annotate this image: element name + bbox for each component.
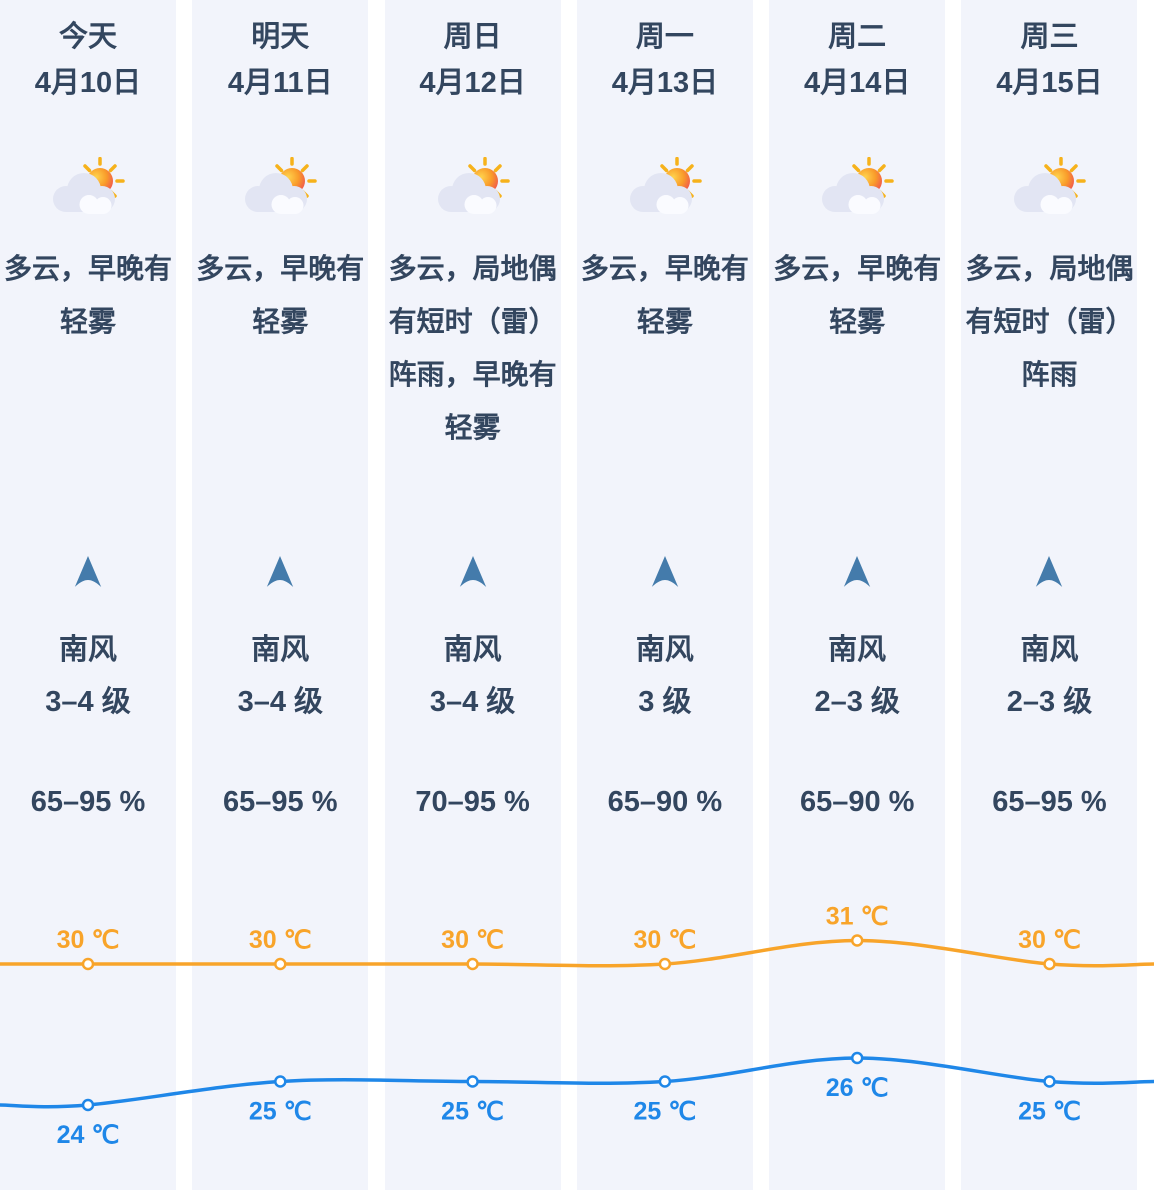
partly-cloudy-icon bbox=[577, 150, 753, 226]
wind-direction: 南风 bbox=[1020, 634, 1079, 666]
wind-info: 南风 3–4 级 bbox=[192, 624, 368, 728]
day-name: 周二 bbox=[828, 21, 887, 53]
wind-info: 南风 2–3 级 bbox=[961, 624, 1137, 728]
weather-condition: 多云，早晚有轻雾 bbox=[4, 253, 173, 337]
day-date: 4月11日 bbox=[227, 67, 333, 99]
wind-info: 南风 3–4 级 bbox=[0, 624, 176, 728]
humidity-range: 65–90 % bbox=[799, 786, 915, 818]
humidity-range: 65–95 % bbox=[30, 786, 146, 818]
wind-info: 南风 3 级 bbox=[577, 624, 753, 728]
weather-condition: 多云，局地偶有短时（雷）阵雨 bbox=[965, 253, 1134, 390]
wind-direction-arrow-icon bbox=[0, 554, 176, 606]
wind-level: 3–4 级 bbox=[45, 686, 131, 718]
day-date: 4月12日 bbox=[419, 67, 526, 99]
wind-level: 3 级 bbox=[638, 686, 692, 718]
wind-level: 2–3 级 bbox=[1006, 686, 1093, 718]
wind-level: 3–4 级 bbox=[429, 686, 516, 718]
weather-condition: 多云，早晚有轻雾 bbox=[773, 253, 942, 337]
wind-direction: 南风 bbox=[443, 634, 502, 666]
wind-direction: 南风 bbox=[251, 634, 310, 666]
forecast-day-column[interactable]: 周二 4月14日 多云，早晚有轻雾 南风 2–3 级 65–90 % bbox=[769, 0, 946, 1190]
partly-cloudy-icon bbox=[385, 150, 561, 226]
partly-cloudy-icon bbox=[0, 150, 176, 226]
partly-cloudy-icon bbox=[961, 150, 1137, 226]
humidity-range: 65–95 % bbox=[992, 786, 1107, 818]
wind-direction: 南风 bbox=[58, 634, 117, 666]
day-name: 周日 bbox=[443, 21, 502, 53]
forecast-day-column[interactable]: 明天 4月11日 多云，早晚有轻雾 南风 3–4 级 65–95 % bbox=[192, 0, 369, 1190]
weather-condition: 多云，局地偶有短时（雷）阵雨，早晚有轻雾 bbox=[388, 253, 557, 443]
wind-direction-arrow-icon bbox=[385, 554, 561, 606]
wind-direction-arrow-icon bbox=[961, 554, 1137, 606]
weather-condition: 多云，早晚有轻雾 bbox=[196, 253, 365, 337]
humidity-range: 70–95 % bbox=[415, 786, 530, 818]
wind-direction: 南风 bbox=[635, 634, 694, 666]
partly-cloudy-icon bbox=[769, 150, 945, 226]
forecast-day-column[interactable]: 周一 4月13日 多云，早晚有轻雾 南风 3 级 65–90 % bbox=[576, 0, 753, 1190]
day-date: 4月14日 bbox=[803, 67, 911, 99]
wind-info: 南风 2–3 级 bbox=[769, 624, 945, 728]
wind-direction-arrow-icon bbox=[192, 554, 368, 606]
weather-condition: 多云，早晚有轻雾 bbox=[580, 253, 749, 337]
forecast-day-column[interactable]: 周三 4月15日 多云，局地偶有短时（雷）阵雨 南风 2–3 级 65–95 % bbox=[961, 0, 1138, 1190]
wind-direction-arrow-icon bbox=[769, 554, 945, 606]
day-date: 4月10日 bbox=[34, 67, 142, 99]
day-name: 明天 bbox=[251, 21, 310, 53]
day-name: 周一 bbox=[635, 21, 694, 53]
day-date: 4月13日 bbox=[611, 67, 719, 99]
wind-info: 南风 3–4 级 bbox=[385, 624, 561, 728]
day-name: 今天 bbox=[58, 21, 117, 53]
wind-direction-arrow-icon bbox=[577, 554, 753, 606]
partly-cloudy-icon bbox=[192, 150, 368, 226]
wind-level: 2–3 级 bbox=[814, 686, 900, 718]
wind-direction: 南风 bbox=[828, 634, 887, 666]
forecast-day-column[interactable]: 今天 4月10日 多云，早晚有轻雾 南风 3–4 级 65–95 % bbox=[0, 0, 176, 1190]
day-date: 4月15日 bbox=[996, 67, 1103, 99]
day-name: 周三 bbox=[1020, 21, 1079, 53]
humidity-range: 65–95 % bbox=[223, 786, 338, 818]
wind-level: 3–4 级 bbox=[237, 686, 324, 718]
forecast-day-column[interactable]: 周日 4月12日 多云，局地偶有短时（雷）阵雨，早晚有轻雾 南风 3–4 级 7… bbox=[384, 0, 561, 1190]
humidity-range: 65–90 % bbox=[607, 786, 723, 818]
